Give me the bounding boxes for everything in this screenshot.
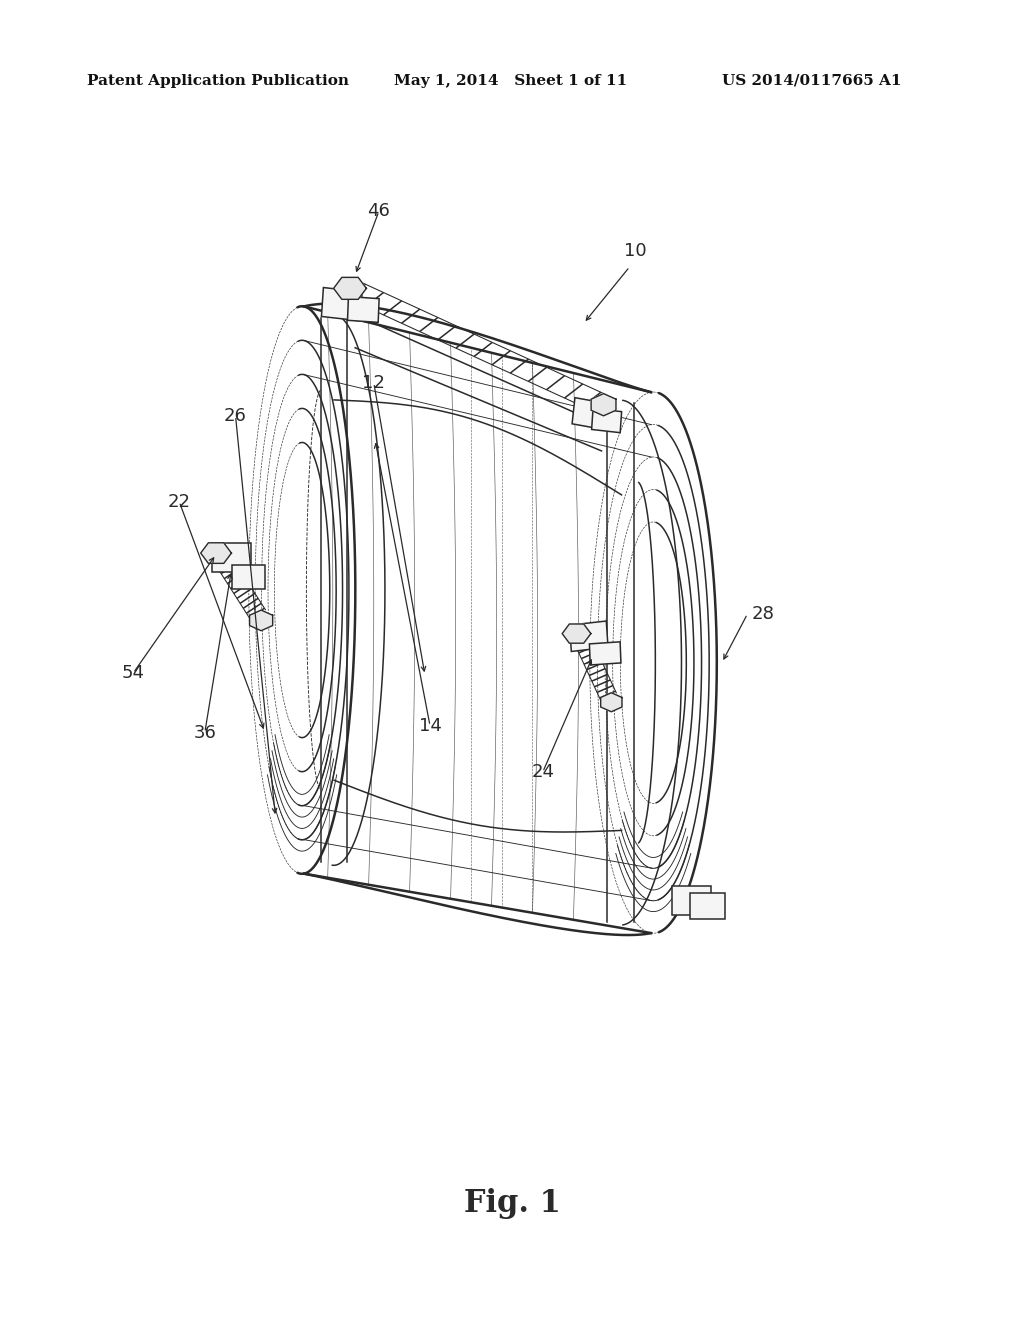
- Polygon shape: [322, 288, 362, 321]
- Polygon shape: [212, 543, 251, 572]
- Polygon shape: [590, 642, 621, 665]
- Text: US 2014/0117665 A1: US 2014/0117665 A1: [722, 74, 901, 88]
- Polygon shape: [201, 543, 231, 564]
- Polygon shape: [347, 297, 379, 322]
- Polygon shape: [690, 892, 725, 919]
- Polygon shape: [591, 393, 616, 416]
- Text: 10: 10: [624, 242, 646, 260]
- Text: May 1, 2014   Sheet 1 of 11: May 1, 2014 Sheet 1 of 11: [394, 74, 628, 88]
- Text: 36: 36: [194, 723, 216, 742]
- Polygon shape: [572, 397, 610, 430]
- Polygon shape: [334, 277, 367, 300]
- Text: 24: 24: [531, 763, 554, 781]
- Text: 12: 12: [362, 374, 385, 392]
- Polygon shape: [601, 693, 622, 711]
- Polygon shape: [672, 886, 711, 915]
- Polygon shape: [592, 408, 622, 433]
- Text: 26: 26: [224, 407, 247, 425]
- Text: Patent Application Publication: Patent Application Publication: [87, 74, 349, 88]
- Polygon shape: [569, 620, 608, 652]
- Text: 14: 14: [419, 717, 441, 735]
- Text: 54: 54: [122, 664, 144, 682]
- Polygon shape: [562, 624, 591, 643]
- Polygon shape: [232, 565, 265, 589]
- Text: 46: 46: [368, 202, 390, 220]
- Polygon shape: [250, 610, 272, 631]
- Text: 28: 28: [752, 605, 774, 623]
- Text: Fig. 1: Fig. 1: [464, 1188, 560, 1220]
- Text: 22: 22: [168, 492, 190, 511]
